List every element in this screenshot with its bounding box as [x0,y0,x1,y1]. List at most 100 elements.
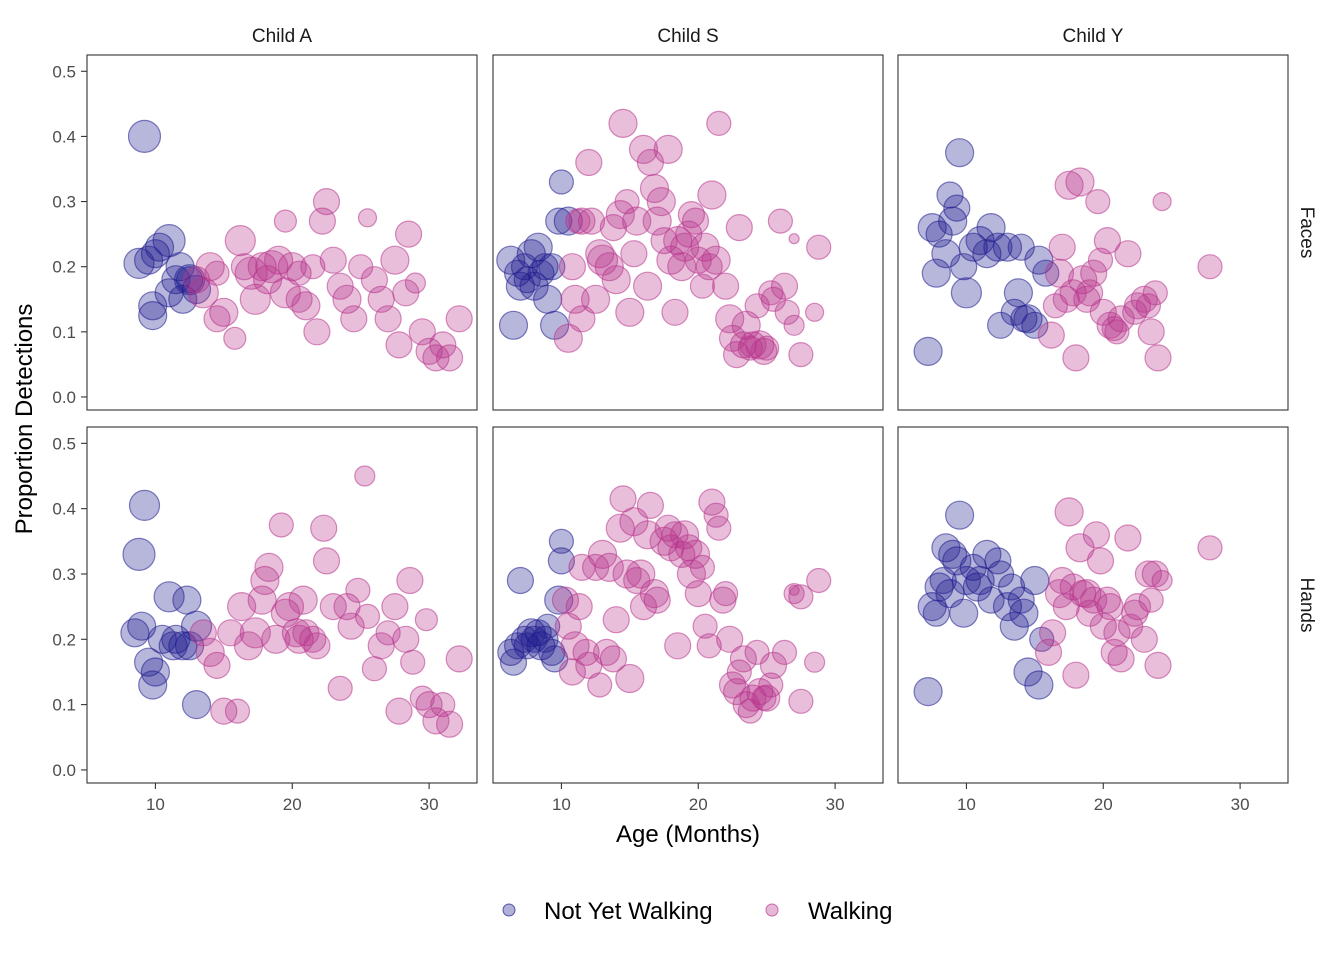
point-walking [653,134,683,164]
point-walking [422,344,450,372]
y-tick-label: 0.1 [52,696,76,715]
point-walking [1086,547,1115,575]
point-walking [681,207,710,235]
y-tick-label: 0.4 [52,127,76,146]
panel-faces-A [87,55,477,410]
point-walking [643,586,671,614]
point-walking [767,208,794,234]
point-walking [1085,189,1111,215]
point-walking [189,619,217,647]
x-tick-label: 20 [1094,795,1113,814]
point-walking [689,554,716,581]
point-walking [209,297,239,327]
point-walking [380,245,410,275]
point-walking [684,579,712,608]
point-walking [622,206,652,236]
point-not-yet-walking [506,566,535,595]
point-not-yet-walking [553,206,583,236]
point-walking [374,305,402,333]
point-walking [1096,592,1124,621]
panel-border [86,54,478,411]
point-walking [354,603,381,630]
point-walking [1152,192,1172,212]
point-walking [415,690,443,719]
point-not-yet-walking [531,253,559,281]
point-walking [385,697,413,725]
x-axis-title: Age (Months) [616,821,760,848]
x-tick-label: 20 [283,795,302,814]
point-walking [771,639,798,666]
point-walking [1197,254,1223,280]
point-walking [1080,586,1108,614]
panel-border [492,54,884,411]
point-walking [300,254,326,280]
point-walking [375,620,401,646]
point-walking [759,651,788,680]
point-walking [806,567,832,594]
point-walking [239,283,271,315]
point-walking [751,685,777,711]
point-walking [239,617,271,649]
panel-border [897,54,1289,411]
point-walking [357,208,378,228]
point-walking [783,314,805,336]
point-walking [636,491,665,519]
point-walking [587,672,613,698]
point-walking [1197,535,1223,561]
point-walking [277,252,307,282]
point-walking [436,344,464,372]
point-not-yet-walking [144,232,175,262]
point-walking [1044,258,1075,288]
point-walking [716,625,744,653]
point-walking [712,580,739,607]
point-walking [340,305,368,333]
point-walking [664,632,692,660]
point-walking [247,585,277,615]
point-not-yet-walking [942,546,972,576]
point-walking [788,584,800,596]
point-walking [744,293,770,319]
point-walking [1062,661,1090,689]
x-tick-label: 20 [689,795,708,814]
point-walking [726,659,752,685]
panel-hands-A [87,427,477,783]
x-tick-label: 30 [1231,795,1250,814]
facet-label-faces: Faces [1296,207,1317,259]
point-not-yet-walking [138,291,168,321]
point-walking [1037,321,1065,349]
point-not-yet-walking [1009,598,1039,628]
point-not-yet-walking [127,119,162,153]
point-not-yet-walking [548,169,575,195]
point-walking [788,233,800,245]
point-not-yet-walking [181,274,212,305]
point-walking [430,691,456,718]
point-walking [608,108,638,139]
point-walking [1082,521,1111,549]
point-not-yet-walking [533,284,563,314]
point-walking [758,672,784,698]
point-walking [1130,285,1158,313]
panel-hands-S [493,427,883,783]
point-walking [310,514,338,542]
y-tick-label: 0.5 [52,434,76,453]
point-walking [646,187,676,217]
point-walking [605,513,635,543]
point-walking [254,552,284,583]
point-not-yet-walking [1003,278,1034,308]
point-not-yet-walking [140,657,170,687]
point-walking [1062,344,1090,372]
legend-label-not-walking: Not Yet Walking [544,898,713,925]
point-not-yet-walking [944,138,975,168]
frames-layer [86,54,1289,784]
point-walking [788,584,814,610]
point-walking [725,214,753,242]
point-not-yet-walking [983,232,1013,262]
point-walking [568,305,596,333]
point-walking [553,323,583,353]
points-hands-A [120,465,473,738]
point-walking [1054,497,1084,527]
point-not-yet-walking [936,181,964,209]
point-not-yet-walking [1010,305,1038,333]
point-walking [692,613,718,639]
